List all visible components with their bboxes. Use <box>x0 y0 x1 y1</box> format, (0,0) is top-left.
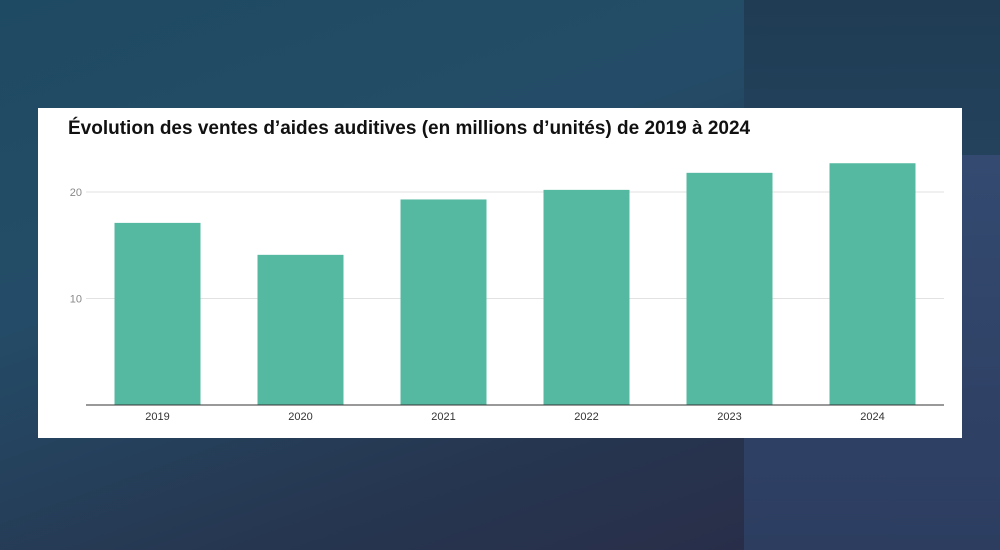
bar <box>257 254 344 405</box>
x-tick-label: 2023 <box>717 411 741 423</box>
bar <box>400 199 487 405</box>
bar <box>829 163 916 405</box>
x-tick-label: 2021 <box>431 411 455 423</box>
y-tick-label: 20 <box>70 187 82 199</box>
y-tick-label: 10 <box>70 294 82 306</box>
bars <box>114 163 916 405</box>
x-tick-label: 2024 <box>860 411 884 423</box>
chart-title: Évolution des ventes d’aides auditives (… <box>68 118 751 139</box>
axis-labels: 10 20 2019 2020 2021 2022 2023 2024 <box>70 187 885 423</box>
x-tick-label: 2022 <box>574 411 598 423</box>
bar <box>543 189 630 405</box>
x-tick-label: 2020 <box>288 411 312 423</box>
bar <box>114 222 201 405</box>
chart-panel: Évolution des ventes d’aides auditives (… <box>38 108 962 438</box>
gridlines <box>86 191 944 299</box>
bar-chart: 10 20 2019 2020 2021 2022 2023 2024 <box>70 163 944 423</box>
x-tick-label: 2019 <box>145 411 169 423</box>
bar <box>686 172 773 405</box>
